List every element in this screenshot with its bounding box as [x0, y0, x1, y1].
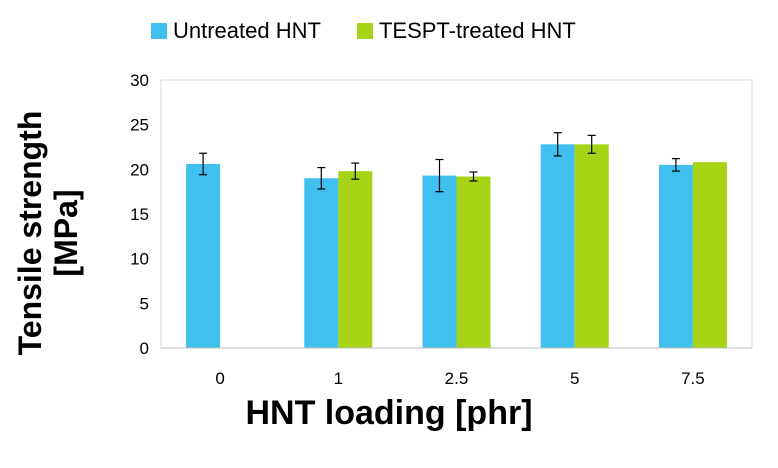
- x-tick-label: 5: [570, 369, 579, 388]
- bar-untreated: [304, 178, 339, 348]
- y-tick-label: 5: [140, 294, 149, 313]
- legend-item-untreated: Untreated HNT: [151, 18, 321, 44]
- bar-untreated: [422, 175, 457, 348]
- y-axis-title: Tensile strength [MPa]: [12, 110, 84, 356]
- x-tick-label: 7.5: [681, 369, 705, 388]
- y-tick-label: 30: [130, 71, 149, 90]
- bar-untreated: [540, 144, 575, 348]
- bar-treated: [338, 171, 373, 348]
- x-tick-label: 1: [334, 369, 343, 388]
- bar-untreated: [186, 163, 221, 348]
- bar-treated: [574, 144, 609, 348]
- x-tick-label: 0: [215, 369, 224, 388]
- x-axis-title: HNT loading [phr]: [245, 394, 533, 432]
- bar-treated: [456, 176, 491, 348]
- bar-untreated: [658, 164, 693, 348]
- bar-treated: [692, 162, 727, 348]
- legend-swatch-treated: [356, 23, 373, 39]
- y-tick-label: 25: [130, 116, 149, 135]
- y-tick-label: 20: [130, 160, 149, 179]
- chart-legend: Untreated HNT TESPT-treated HNT: [151, 18, 612, 44]
- legend-swatch-untreated: [151, 23, 167, 39]
- y-tick-label: 10: [130, 250, 149, 269]
- legend-label-untreated: Untreated HNT: [173, 18, 321, 43]
- y-tick-label: 15: [130, 205, 149, 224]
- legend-label-treated: TESPT-treated HNT: [378, 18, 576, 43]
- y-tick-label: 0: [140, 339, 149, 358]
- legend-item-treated: TESPT-treated HNT: [356, 18, 576, 44]
- x-tick-label: 2.5: [445, 369, 469, 388]
